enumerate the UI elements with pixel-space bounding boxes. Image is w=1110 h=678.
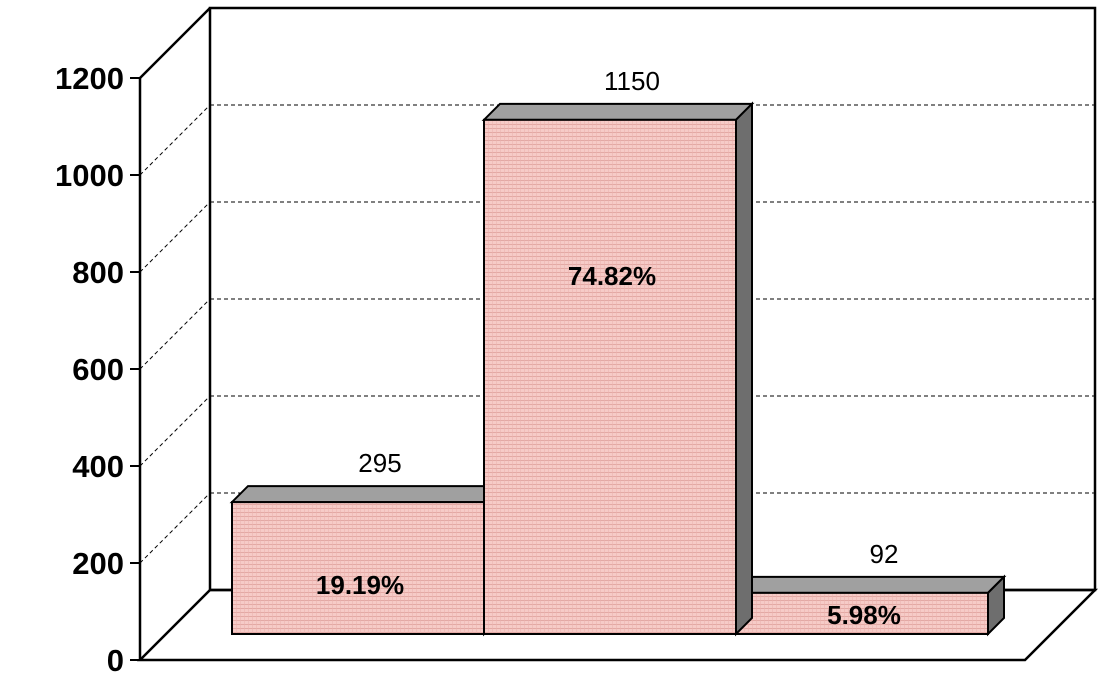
bar-top-face xyxy=(733,575,1007,594)
value-label-2: 1150 xyxy=(604,66,660,96)
y-tick-label: 800 xyxy=(72,255,124,290)
bar-front-face xyxy=(231,501,485,635)
y-tick-label: 1200 xyxy=(55,61,124,96)
value-label-3: 92 xyxy=(870,539,899,569)
gridline-diagonal xyxy=(139,298,211,370)
data-labels: 295 19.19% 1150 74.82% 92 5.98% xyxy=(316,66,901,630)
y-tick-label: 1000 xyxy=(55,158,124,193)
bar-top-face xyxy=(229,485,503,504)
gridline-diagonal xyxy=(139,201,211,273)
y-tick-label: 0 xyxy=(107,643,124,678)
bar-2 xyxy=(481,101,755,637)
y-tick-label: 200 xyxy=(72,546,124,581)
gridline-diagonal xyxy=(139,395,211,467)
bars xyxy=(229,101,1007,637)
percent-label-3: 5.98% xyxy=(827,600,901,630)
gridline-diagonal xyxy=(139,7,211,79)
y-tick-label: 400 xyxy=(72,449,124,484)
bar-3 xyxy=(733,574,1007,637)
percent-label-1: 19.19% xyxy=(316,570,404,600)
y-axis: 0 200 400 600 800 1000 1200 xyxy=(55,61,140,678)
bar-side-face xyxy=(735,101,753,637)
gridline-diagonal xyxy=(139,104,211,176)
bar-front-face xyxy=(735,591,989,636)
gridline-diagonal xyxy=(139,492,211,564)
floor xyxy=(136,588,1099,662)
y-tick-label: 600 xyxy=(72,352,124,387)
bar-front-face xyxy=(483,118,737,635)
bar-top-face xyxy=(481,102,755,121)
value-label-1: 295 xyxy=(358,448,401,478)
percent-label-2: 74.82% xyxy=(568,261,656,291)
bar-1 xyxy=(229,483,503,637)
